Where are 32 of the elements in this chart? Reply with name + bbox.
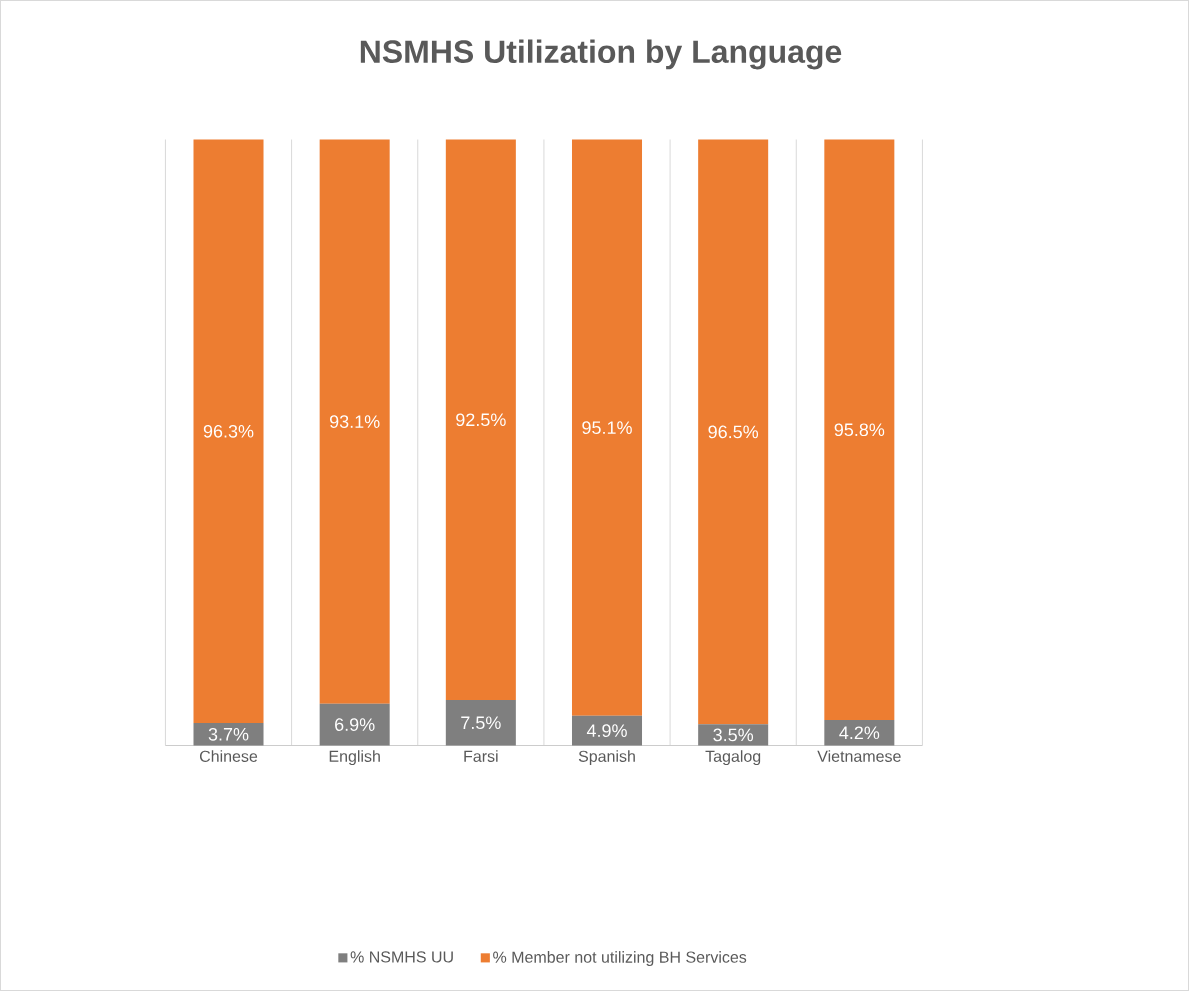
bar [193, 139, 264, 724]
x-tick-label: Tagalog [705, 750, 761, 766]
data-label: 3.5% [713, 728, 754, 742]
x-tick-label: English [329, 750, 380, 766]
bar [824, 720, 895, 746]
chart-title: NSMHS Utilization by Language [360, 39, 842, 70]
data-label: 92.5% [456, 413, 506, 427]
bar [698, 139, 769, 725]
bar [445, 700, 516, 746]
data-label: 95.8% [834, 423, 885, 437]
legend-label: % Member not utilizing BH Services [493, 951, 747, 966]
x-tick-label: Chinese [199, 750, 258, 762]
bar [319, 139, 390, 704]
data-label: 95.1% [582, 421, 632, 434]
bar [319, 703, 390, 746]
bar [572, 139, 643, 716]
bar [445, 139, 516, 701]
bar [824, 139, 895, 721]
x-tick-label: Farsi [464, 750, 498, 762]
data-label: 93.1% [329, 415, 380, 428]
data-label: 7.5% [461, 716, 501, 730]
data-label: 3.7% [208, 727, 249, 741]
bar [193, 723, 264, 746]
data-label: 96.5% [708, 425, 759, 439]
data-label: 4.9% [586, 724, 627, 737]
data-label: 4.2% [839, 726, 880, 740]
data-label: 6.9% [335, 718, 375, 731]
x-tick-label: Vietnamese [817, 750, 901, 762]
x-tick-label: Spanish [578, 750, 635, 766]
legend-label: % NSMHS UU [350, 951, 453, 963]
data-label: 96.3% [203, 424, 254, 438]
bar [572, 715, 643, 746]
